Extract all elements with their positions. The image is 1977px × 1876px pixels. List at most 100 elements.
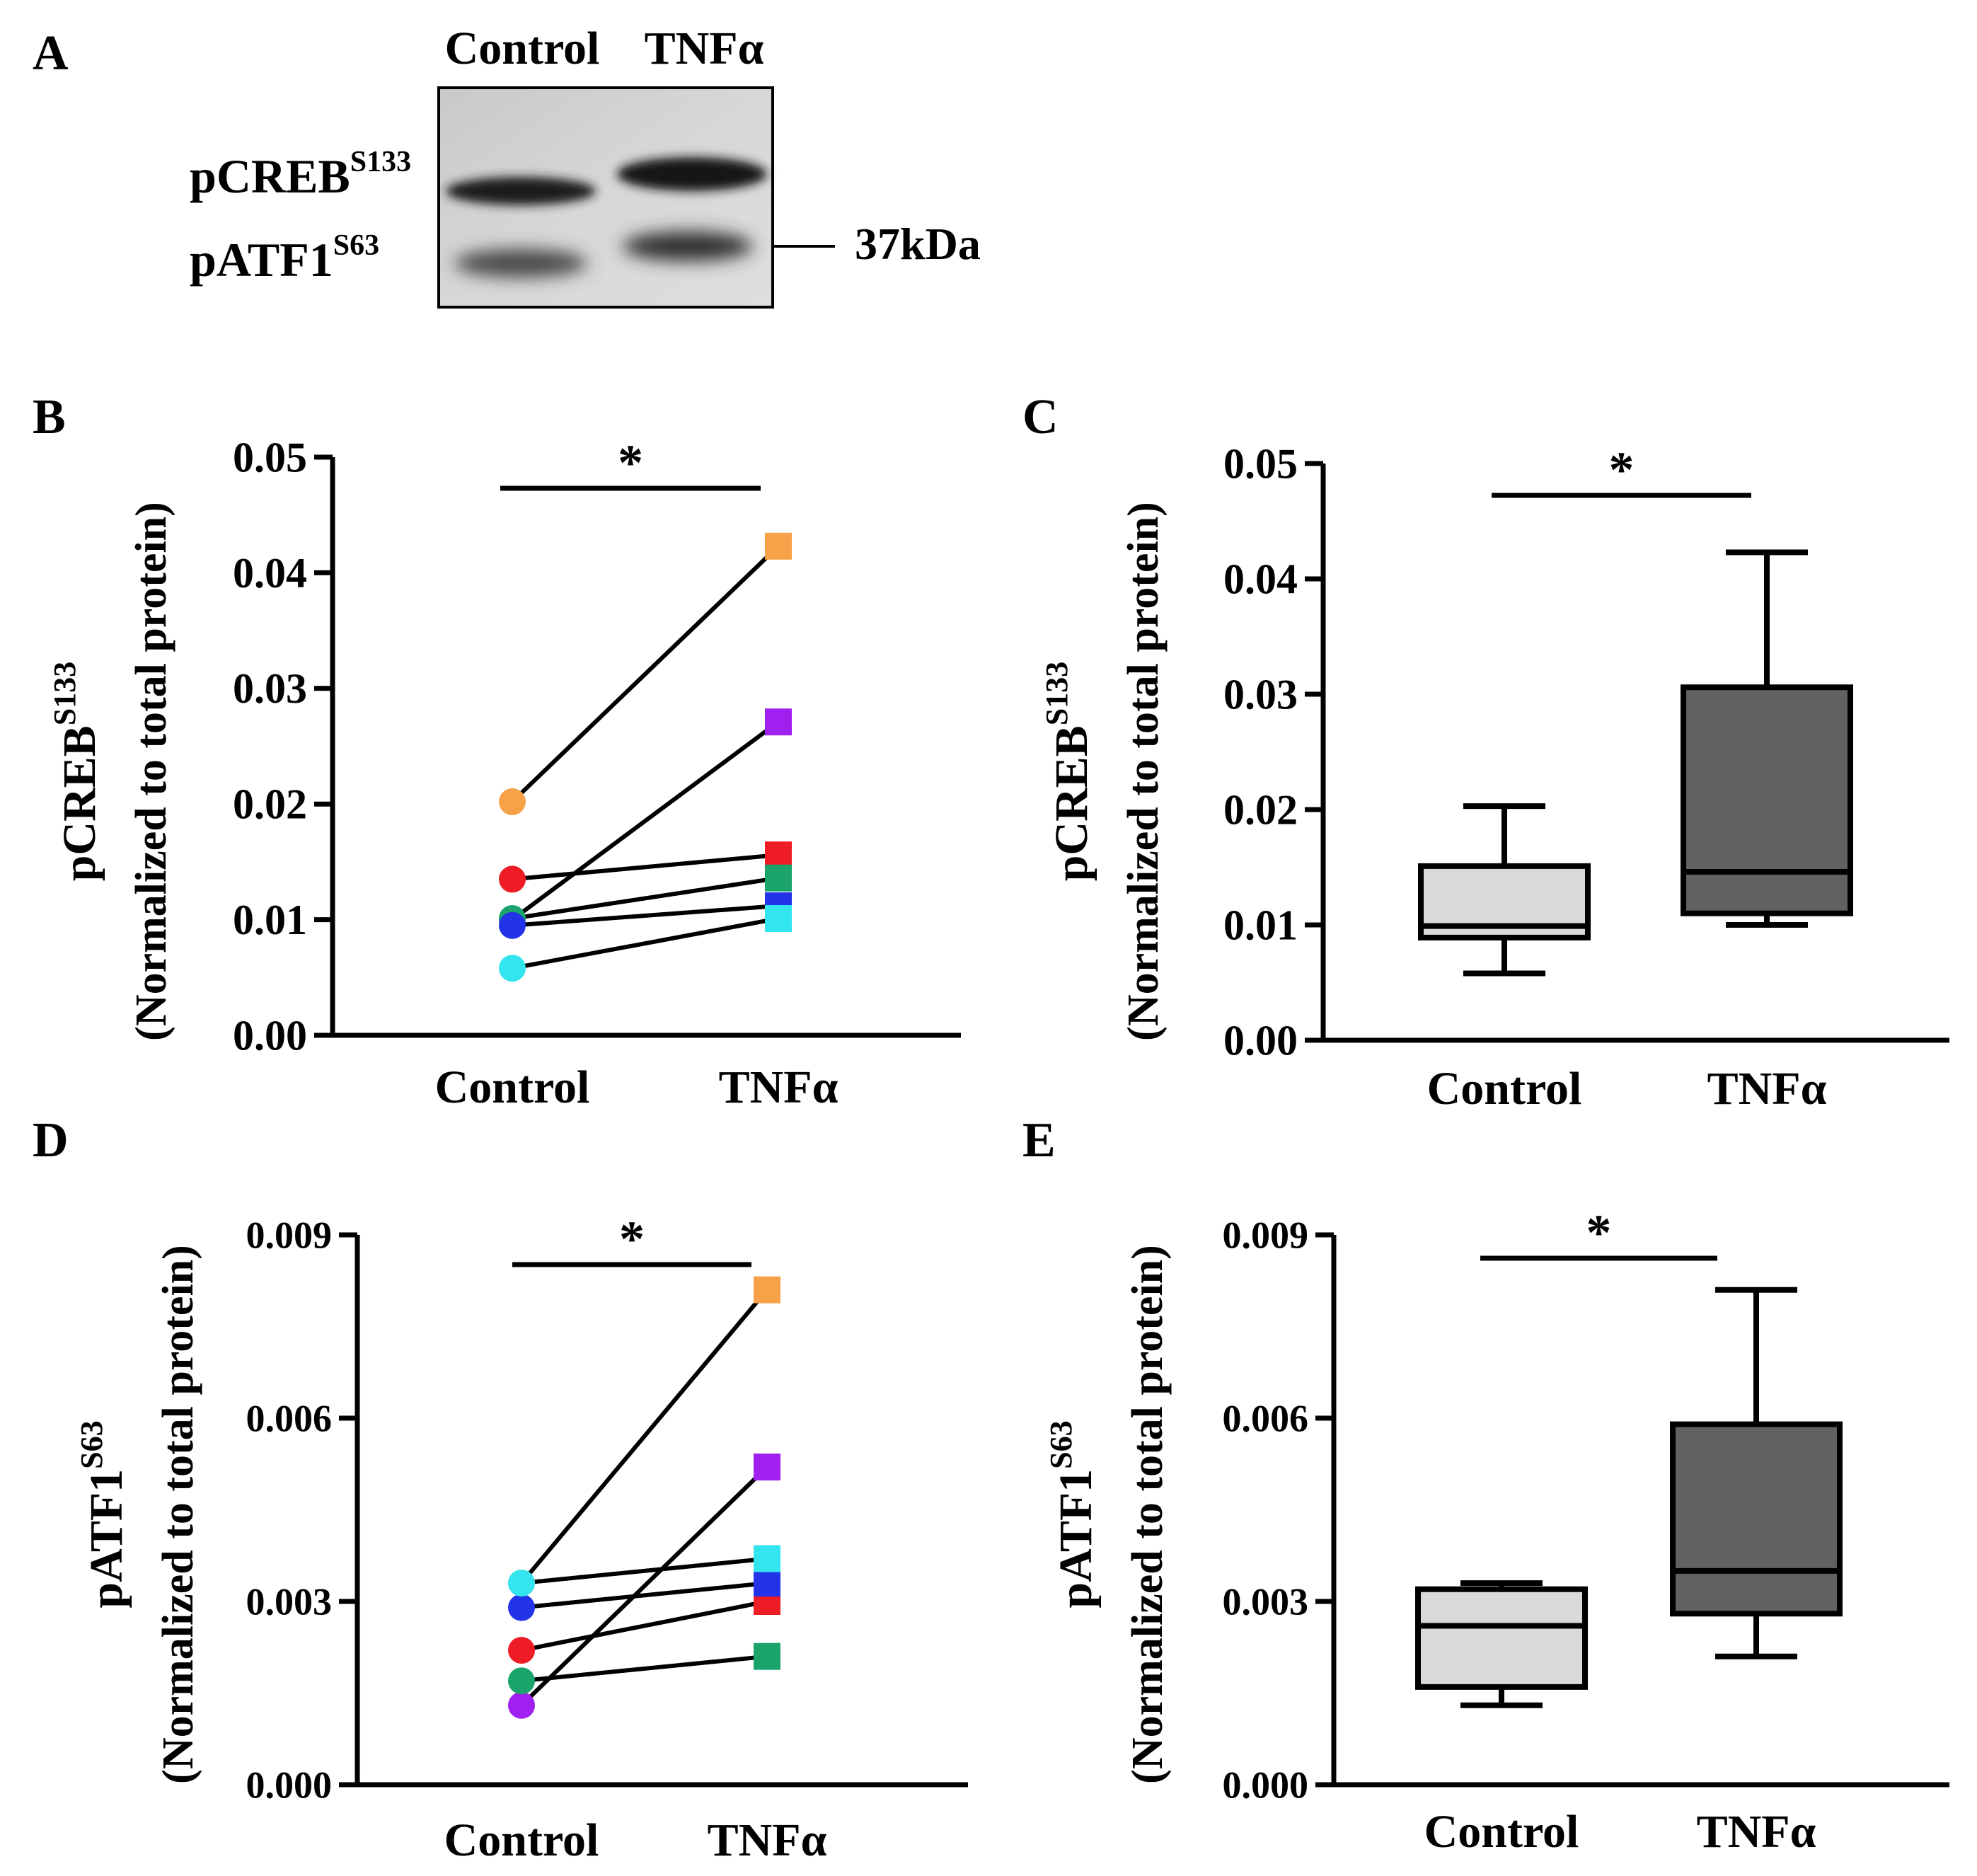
marker-label: 37kDa: [855, 219, 981, 269]
panel-letter-c: C: [1022, 390, 1059, 444]
panel-b: B pCREBS133 (Normalized to total protein…: [33, 390, 961, 1113]
p3-x-tick-label: Control: [1424, 1806, 1579, 1858]
p0-pair-line-green: [512, 875, 779, 921]
p2-pair-line-green: [521, 1654, 768, 1684]
p2-y-tick-label: 0.009: [246, 1214, 333, 1256]
p2-pair-line-cyan: [521, 1556, 768, 1586]
ylabel-b-sub: (Normalized to total protein): [127, 502, 175, 1041]
plot-d: 0.000 0.003 0.006 0.009 Control TNFα *: [246, 1211, 968, 1866]
ylabel-d: pATF1S63 (Normalized to total protein): [74, 1245, 202, 1784]
panel-c: C pCREBS133 (Normalized to total protein…: [1022, 390, 1949, 1115]
p0-y-tick-label: 0.04: [233, 550, 307, 597]
panel-a: A Control TNFα pCREBS133 pATF1S63 37kDa: [33, 23, 981, 309]
p3-x-tick-label: TNFα: [1697, 1806, 1816, 1858]
p3-y-tick-label: 0.009: [1223, 1214, 1309, 1256]
band-pcreb-tnfa: [617, 157, 767, 191]
p2-point-tnfa-green: [754, 1642, 780, 1670]
ylabel-c: pCREBS133 (Normalized to total protein): [1039, 502, 1168, 1041]
p3-y-tick-label: 0.006: [1223, 1397, 1309, 1439]
p0-point-tnfa-green: [765, 864, 792, 892]
p2-point-control-purple: [508, 1691, 535, 1719]
p1-x-tick-label: Control: [1427, 1063, 1582, 1115]
p0-x-tick-label: TNFα: [719, 1061, 838, 1113]
p0-x-tick-label: Control: [435, 1061, 590, 1113]
p2-significance-star: *: [619, 1211, 645, 1267]
p2-x-tick-label: TNFα: [708, 1814, 827, 1866]
panel-e: E pATF1S63 (Normalized to total protein)…: [1022, 1113, 1949, 1858]
p1-significance-star: *: [1609, 442, 1635, 498]
p0-pair-line-red: [512, 853, 779, 882]
p0-significance-star: *: [618, 435, 643, 491]
panel-letter-d: D: [33, 1113, 69, 1168]
ylabel-e-main: pATF1S63: [1044, 1420, 1102, 1608]
p3-significance-star: *: [1586, 1204, 1612, 1261]
p1-y-tick-label: 0.04: [1223, 556, 1298, 602]
panel-d: D pATF1S63 (Normalized to total protein)…: [33, 1113, 968, 1866]
p2-point-control-cyan: [508, 1570, 535, 1597]
p2-y-tick-label: 0.003: [246, 1580, 333, 1623]
ylabel-c-sub: (Normalized to total protein): [1119, 502, 1168, 1041]
p0-point-tnfa-red: [765, 841, 792, 869]
band-patf1-control: [454, 249, 587, 277]
p3-y-tick-label: 0.000: [1223, 1763, 1309, 1806]
p2-point-control-blue: [508, 1594, 535, 1621]
p0-y-tick-label: 0.05: [233, 434, 307, 480]
p1-y-tick-label: 0.01: [1223, 902, 1298, 948]
p0-y-tick-label: 0.02: [233, 781, 307, 828]
p1-x-tick-label: TNFα: [1707, 1063, 1827, 1115]
p2-point-tnfa-cyan: [754, 1545, 780, 1572]
p2-point-tnfa-orange: [754, 1276, 780, 1304]
plot-b: 0.00 0.01 0.02 0.03 0.04 0.05 Control TNFα *: [233, 434, 961, 1113]
p0-pair-line-orange: [510, 544, 780, 804]
p2-point-control-green: [508, 1667, 535, 1695]
band-patf1-tnfa: [623, 231, 753, 261]
p2-point-control-red: [508, 1637, 535, 1664]
p3-box-control: [1415, 1586, 1588, 1690]
p0-point-control-red: [499, 865, 526, 893]
p0-pair-line-blue: [512, 904, 779, 928]
band-label-patf1: pATF1S63: [190, 229, 379, 287]
lane-label-control: Control: [445, 23, 600, 74]
lane-label-tnfa: TNFα: [645, 23, 764, 74]
p1-y-tick-label: 0.00: [1223, 1017, 1298, 1064]
p2-pair-line-purple: [519, 1465, 769, 1707]
ylabel-d-main: pATF1S63: [74, 1420, 132, 1608]
p2-pair-line-red: [521, 1599, 768, 1653]
plot-e: 0.000 0.003 0.006 0.009 Control TNFα *: [1223, 1204, 1949, 1858]
ylabel-b: pCREBS133 (Normalized to total protein): [47, 502, 175, 1041]
p1-y-tick-label: 0.02: [1223, 786, 1298, 833]
p0-pair-line-purple: [511, 720, 780, 922]
panel-letter-e: E: [1022, 1113, 1056, 1168]
blot-frame: [437, 86, 774, 309]
band-label-pcreb: pCREBS133: [190, 146, 411, 203]
p2-point-tnfa-blue: [754, 1570, 780, 1597]
p2-x-tick-label: Control: [444, 1814, 599, 1866]
p1-y-tick-label: 0.03: [1223, 671, 1298, 718]
ylabel-d-sub: (Normalized to total protein): [154, 1245, 202, 1784]
ylabel-e: pATF1S63 (Normalized to total protein): [1044, 1245, 1172, 1784]
p0-y-tick-label: 0.01: [233, 897, 307, 943]
p0-pair-line-cyan: [512, 916, 779, 971]
p3-box-tnfa: [1670, 1421, 1843, 1617]
p0-point-tnfa-purple: [765, 708, 792, 736]
band-pcreb-control: [446, 177, 596, 205]
p0-point-tnfa-orange: [765, 532, 792, 560]
p0-point-control-orange: [499, 788, 526, 815]
p2-y-tick-label: 0.000: [246, 1763, 333, 1806]
p0-point-control-blue: [499, 911, 526, 939]
p0-point-control-cyan: [499, 955, 526, 982]
p0-y-tick-label: 0.03: [233, 665, 307, 712]
plot-c: 0.00 0.01 0.02 0.03 0.04 0.05 Control TNFα *: [1223, 440, 1949, 1115]
p1-y-tick-label: 0.05: [1223, 440, 1298, 487]
p2-pair-line-blue: [521, 1581, 768, 1610]
p2-pair-line-orange: [519, 1288, 769, 1585]
p3-y-tick-label: 0.003: [1223, 1580, 1309, 1623]
panel-letter-a: A: [33, 26, 69, 81]
p2-point-tnfa-purple: [754, 1454, 780, 1481]
p1-box-tnfa: [1681, 684, 1853, 916]
ylabel-c-main: pCREBS133: [1039, 662, 1097, 882]
ylabel-b-main: pCREBS133: [47, 662, 105, 882]
ylabel-e-sub: (Normalized to total protein): [1124, 1245, 1172, 1784]
p2-y-tick-label: 0.006: [246, 1397, 333, 1439]
